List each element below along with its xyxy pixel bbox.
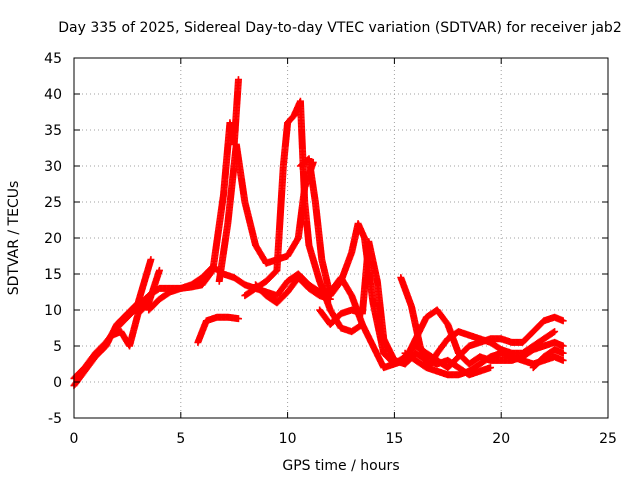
y-tick-label: 10 — [44, 303, 62, 319]
y-axis-label: SDTVAR / TECUs — [6, 181, 22, 296]
series-track-7 — [241, 97, 366, 336]
y-tick-label: 20 — [44, 231, 62, 247]
x-tick-label: 5 — [176, 431, 185, 447]
series-track-10 — [316, 238, 495, 379]
grid-lines — [74, 58, 608, 418]
x-tick-label: 10 — [279, 431, 297, 447]
x-tick-label: 20 — [492, 431, 510, 447]
y-tick-label: -5 — [48, 411, 62, 427]
y-tick-label: 5 — [53, 339, 62, 355]
series-track-1 — [70, 76, 242, 382]
data-points — [70, 76, 567, 390]
x-axis-label: GPS time / hours — [282, 458, 399, 474]
series-track-5 — [194, 313, 242, 346]
series-track-13 — [529, 346, 567, 372]
y-tick-label: 25 — [44, 195, 62, 211]
x-tick-label: 15 — [385, 431, 403, 447]
data-point — [559, 349, 567, 357]
y-tick-label: 45 — [44, 51, 62, 67]
y-tick-label: 40 — [44, 87, 62, 103]
y-tick-label: 15 — [44, 267, 62, 283]
y-tick-label: 0 — [53, 375, 62, 391]
data-point — [358, 320, 366, 328]
series-track-8 — [252, 274, 334, 307]
data-point — [234, 315, 242, 323]
data-point — [357, 321, 365, 329]
series-track-12 — [401, 349, 567, 379]
y-tick-label: 35 — [44, 123, 62, 139]
y-tick-label: 30 — [44, 159, 62, 175]
chart-title: Day 335 of 2025, Sidereal Day-to-day VTE… — [58, 20, 621, 36]
series-track-3 — [108, 266, 163, 350]
axis-ticks: 0 5 10 15 20 25 -5 0 5 10 15 20 25 30 35 40 45 — [44, 51, 617, 447]
series-track-2 — [70, 256, 155, 390]
x-tick-label: 0 — [70, 431, 79, 447]
data-point — [155, 266, 163, 274]
data-point — [487, 364, 495, 372]
data-point — [147, 256, 155, 264]
data-point — [234, 76, 242, 84]
data-point — [559, 342, 567, 350]
data-point — [559, 317, 567, 325]
x-tick-label: 25 — [599, 431, 617, 447]
data-point — [551, 328, 559, 336]
data-point — [559, 356, 567, 364]
